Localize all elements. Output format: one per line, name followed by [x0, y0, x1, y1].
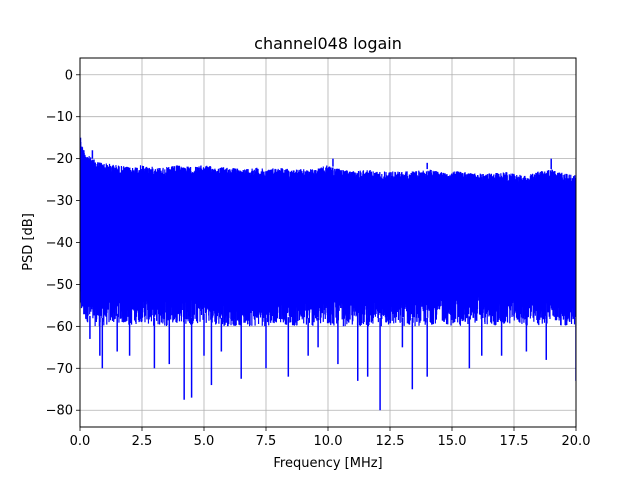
x-tick-label: 17.5	[500, 434, 529, 449]
psd-trace	[80, 141, 576, 327]
y-tick-label: −20	[46, 152, 73, 167]
x-tick-label: 5.0	[194, 434, 215, 449]
y-tick-label: −40	[46, 236, 73, 251]
x-axis: 0.0 2.5 5.0 7.5 10.0 12.5 15.0 17.5 20.0	[70, 427, 591, 449]
x-tick-label: 10.0	[314, 434, 343, 449]
x-tick-label: 2.5	[132, 434, 153, 449]
y-tick-label: 0	[65, 68, 73, 83]
chart-title: channel048 logain	[254, 34, 402, 53]
y-axis-label: PSD [dB]	[21, 213, 36, 271]
y-tick-label: −80	[46, 404, 73, 419]
y-axis: 0 −10 −20 −30 −40 −50 −60 −70 −80	[46, 68, 80, 419]
y-tick-label: −70	[46, 362, 73, 377]
y-tick-label: −10	[46, 110, 73, 125]
psd-series	[80, 137, 576, 411]
x-tick-label: 12.5	[376, 434, 405, 449]
y-tick-label: −30	[46, 194, 73, 209]
plot-area	[80, 137, 576, 411]
x-axis-label: Frequency [MHz]	[273, 456, 382, 471]
x-tick-label: 15.0	[438, 434, 467, 449]
x-tick-label: 20.0	[562, 434, 591, 449]
y-tick-label: −60	[46, 320, 73, 335]
y-tick-label: −50	[46, 278, 73, 293]
x-tick-label: 0.0	[70, 434, 91, 449]
x-tick-label: 7.5	[256, 434, 277, 449]
